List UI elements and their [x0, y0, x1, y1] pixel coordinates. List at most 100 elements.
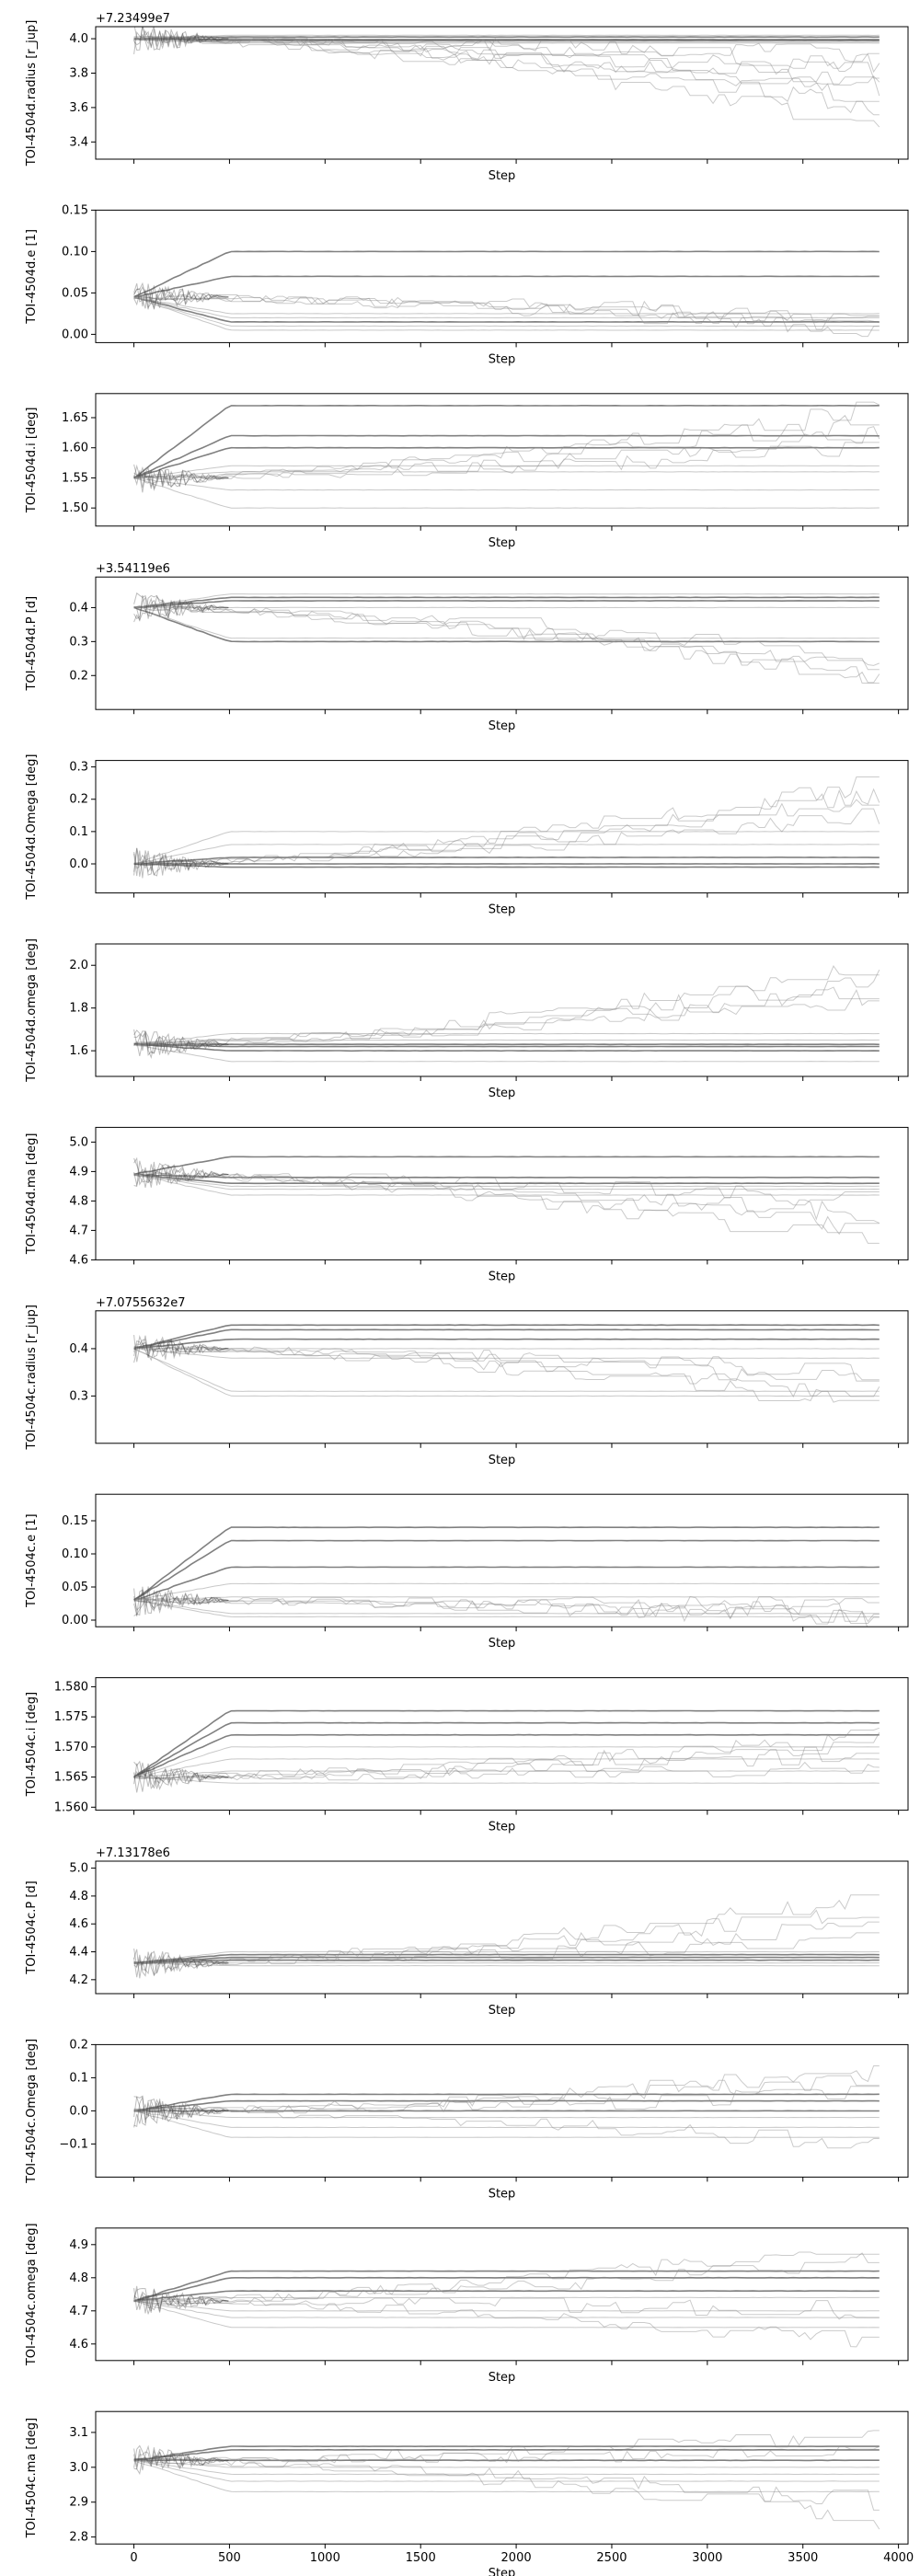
y-tick-label: 4.9: [69, 2238, 88, 2252]
walker-trace: [133, 2086, 880, 2114]
walker-trace: [133, 1596, 880, 1602]
axes-frame: [95, 2410, 909, 2545]
y-tick-label: 1.65: [62, 411, 88, 425]
walker-trace: [133, 831, 880, 865]
walker-traces: [133, 2430, 880, 2530]
walker-trace: [133, 1776, 880, 1784]
x-axis-label: Step: [489, 2567, 516, 2576]
walker-trace: [133, 1582, 880, 1601]
walker-trace: [133, 2300, 880, 2329]
y-tick-label: 3.0: [69, 2461, 88, 2475]
y-tick-label: 4.8: [69, 2271, 88, 2285]
walker-trace: [133, 296, 880, 323]
walker-trace: [133, 1932, 880, 1965]
trace-panel-0: 3.4 3.6 3.8 4.0 Step TOI-4504d.radius [r_jup]…: [25, 12, 909, 183]
walker-trace: [133, 1029, 229, 1054]
y-tick-label: 4.8: [69, 1890, 88, 1903]
walker-trace: [133, 296, 880, 319]
walker-trace: [133, 2457, 880, 2511]
trace-panel-1: 0.00 0.05 0.10 0.15 Step TOI-4504d.e [1]: [25, 203, 909, 366]
y-axis-label: TOI-4504c.radius [r_jup]: [25, 1305, 39, 1450]
trace-panel-12: 4.6 4.7 4.8 4.9 Step TOI-4504c.omega [deg]: [25, 2223, 909, 2385]
walker-trace: [133, 1746, 880, 1778]
y-axis-label: TOI-4504c.e [1]: [25, 1513, 39, 1608]
walker-trace: [133, 2110, 880, 2119]
walker-trace: [133, 2270, 880, 2303]
axes-frame: [95, 209, 909, 343]
x-axis-label: Step: [489, 1454, 516, 1467]
trace-panel-6: 4.6 4.7 4.8 4.9 5.0 Step TOI-4504d.ma [deg]: [25, 1126, 909, 1283]
walker-trace: [133, 1173, 880, 1236]
walker-trace: [133, 2444, 229, 2471]
y-tick-label: 4.7: [69, 1224, 88, 1237]
axes-frame: [95, 1677, 909, 1811]
y-axis-label: TOI-4504d.ma [deg]: [25, 1133, 39, 1256]
trace-panel-5: 1.6 1.8 2.0 Step TOI-4504d.omega [deg]: [25, 938, 909, 1100]
axis-offset-label: +7.0755632e7: [96, 1296, 185, 1310]
y-tick-label: 4.2: [69, 1973, 88, 1987]
walker-trace: [133, 1746, 880, 1780]
x-tick-label: 0: [130, 2551, 137, 2565]
trace-panel-4: 0.0 0.1 0.2 0.3 Step TOI-4504d.Omega [deg]: [25, 754, 909, 917]
walker-trace: [133, 2108, 880, 2149]
walker-trace: [133, 2093, 880, 2112]
walker-trace: [133, 1951, 229, 1978]
walker-trace: [133, 605, 880, 666]
walker-trace: [133, 606, 880, 639]
x-tick-label: 3500: [788, 2551, 818, 2565]
walker-traces: [133, 2251, 880, 2348]
walker-trace: [133, 2290, 880, 2302]
walker-trace: [133, 1566, 880, 1601]
y-tick-label: 4.6: [69, 2338, 88, 2352]
walker-trace: [133, 2100, 229, 2128]
walker-trace: [133, 1595, 880, 1615]
y-tick-label: 0.4: [69, 1342, 88, 1356]
walker-trace: [133, 1042, 880, 1046]
walker-trace: [133, 1727, 880, 1779]
walker-traces: [133, 1894, 880, 1979]
y-tick-label: 3.1: [69, 2426, 88, 2440]
walker-trace: [133, 1160, 229, 1188]
y-tick-label: 1.565: [54, 1771, 88, 1785]
x-axis-label: Step: [489, 2004, 516, 2018]
axes-frame: [95, 26, 909, 160]
trace-panel-8: 0.00 0.05 0.10 0.15 Step TOI-4504c.e [1]: [25, 1493, 909, 1650]
walker-traces: [133, 1709, 880, 1793]
y-tick-label: 0.00: [62, 328, 88, 341]
walker-trace: [133, 2291, 229, 2311]
y-axis-label: TOI-4504d.P [d]: [25, 596, 39, 692]
walker-trace: [133, 2110, 880, 2112]
walker-trace: [133, 2110, 880, 2129]
y-tick-label: 0.2: [69, 669, 88, 683]
y-tick-label: 0.05: [62, 1581, 88, 1594]
walker-trace: [133, 1921, 880, 1966]
walker-trace: [133, 1962, 880, 1967]
axes-frame: [95, 943, 909, 1077]
walker-trace: [133, 1760, 229, 1789]
trace-panel-13: 2.8 2.9 3.0 3.1 0 500 1000 1500 2000 2500 3000 3500…: [25, 2410, 914, 2576]
walker-trace: [133, 1171, 880, 1224]
walker-trace: [133, 37, 880, 102]
y-axis-label: TOI-4504c.P [d]: [25, 1880, 39, 1974]
y-tick-label: 4.9: [69, 1165, 88, 1179]
walker-trace: [133, 1042, 880, 1048]
walker-trace: [133, 2444, 229, 2468]
walker-trace: [133, 1156, 880, 1176]
walker-trace: [133, 1909, 880, 1966]
walker-trace: [133, 863, 880, 868]
walker-trace: [133, 606, 880, 643]
y-tick-label: 0.1: [69, 825, 88, 839]
y-tick-label: 3.4: [69, 135, 88, 149]
walker-trace: [133, 38, 880, 44]
walker-trace: [133, 1162, 229, 1187]
walker-trace: [133, 36, 880, 63]
walker-trace: [133, 1156, 229, 1186]
walker-trace: [133, 296, 880, 328]
walker-trace: [133, 285, 229, 306]
axis-offset-label: +7.13178e6: [96, 1846, 170, 1860]
y-tick-label: 1.560: [54, 1800, 88, 1814]
walker-trace: [133, 1770, 880, 1778]
walker-traces: [133, 776, 880, 879]
walker-trace: [133, 1173, 880, 1185]
walker-traces: [133, 401, 880, 509]
